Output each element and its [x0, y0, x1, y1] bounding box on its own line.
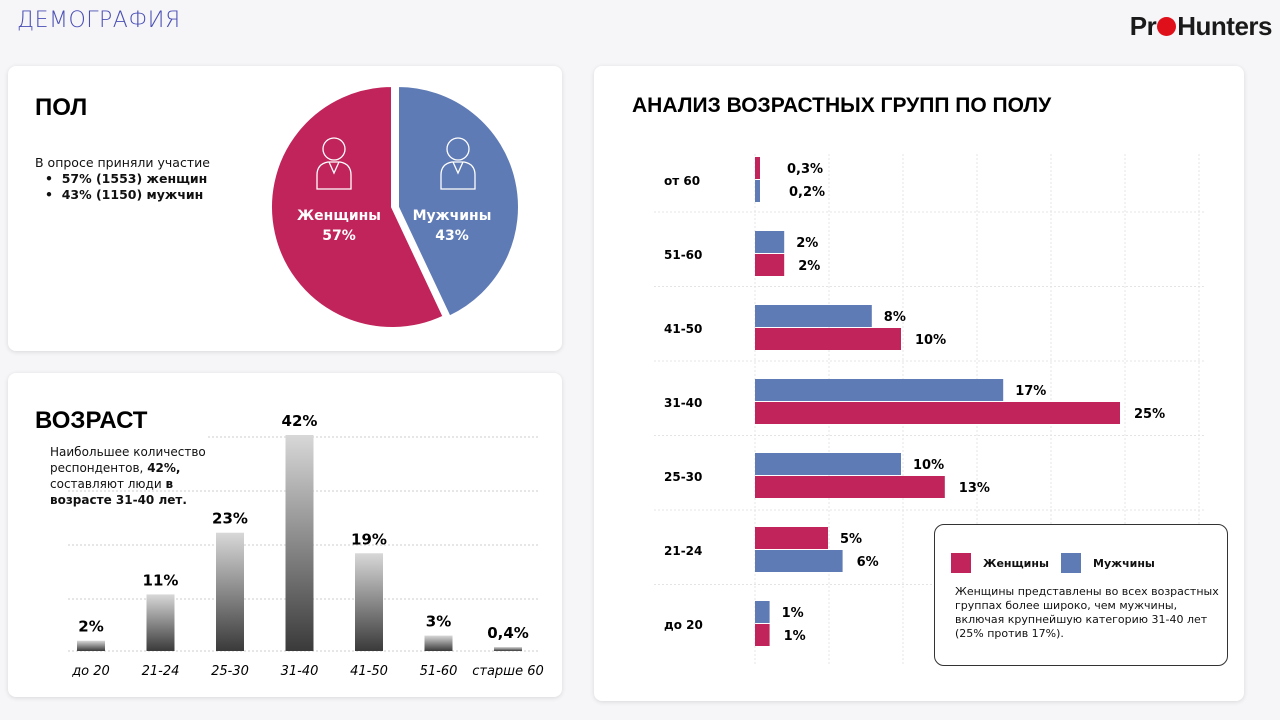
age-bar [146, 594, 175, 651]
age-gender-title: АНАЛИЗ ВОЗРАСТНЫХ ГРУПП ПО ПОЛУ [632, 94, 1052, 117]
age-note: Наибольшее количество респондентов, 42%,… [50, 445, 206, 507]
logo: Pr Hunters [1129, 11, 1273, 41]
bar-label-women: 0,3% [787, 162, 823, 177]
age-bar [355, 553, 383, 651]
bar-label-women: 13% [959, 481, 990, 496]
age-bar-label: 23% [212, 510, 248, 528]
age-bar-chart: 2% до 20 11% 21-24 23% 25-30 42% 31-40 19% 41-50 3… [68, 412, 544, 679]
bar-women [755, 328, 901, 350]
bar-women [755, 402, 1120, 424]
legend-men: Мужчины [1093, 557, 1155, 570]
pie-slice-men [397, 84, 520, 318]
bar-women [755, 157, 760, 179]
age-bar-label: 3% [426, 613, 451, 631]
bar-men [755, 379, 1004, 401]
gender-bullet: • 57% (1553) женщин [45, 171, 208, 186]
bar-women [755, 476, 945, 498]
age-group-label: 51-60 [664, 248, 702, 262]
bar-label-men: 17% [1015, 384, 1046, 399]
age-category-label: старше 60 [472, 664, 544, 679]
pie-label-men: Мужчины [413, 208, 492, 224]
age-category-label: 25-30 [211, 664, 249, 679]
gender-bullet: • 43% (1150) мужчин [45, 187, 204, 202]
bar-label-men: 6% [857, 555, 879, 570]
bar-women [755, 527, 828, 549]
age-bar [285, 435, 314, 651]
gender-intro: В опросе приняли участие [35, 155, 210, 170]
page-title: ДЕМОГРАФИЯ [17, 8, 181, 33]
age-group-label: 25-30 [664, 470, 702, 484]
bar-label-women: 10% [915, 333, 946, 348]
bar-label-women: 2% [798, 259, 820, 274]
bar-label-women: 25% [1134, 407, 1165, 422]
age-bar [494, 647, 522, 651]
age-bar-label: 11% [143, 571, 179, 589]
bar-men [755, 231, 785, 253]
age-bar [216, 532, 244, 651]
bar-women [755, 254, 785, 276]
age-group-label: 31-40 [664, 396, 702, 410]
bar-women [755, 624, 770, 646]
age-title: ВОЗРАСТ [35, 407, 148, 434]
age-group-label: до 20 [664, 618, 703, 632]
age-card: ВОЗРАСТ Наибольшее количество респондент… [8, 373, 562, 697]
bar-label-women: 5% [840, 532, 862, 547]
age-bar [77, 640, 105, 651]
age-bar-label: 2% [78, 618, 103, 636]
bar-men [755, 453, 901, 475]
age-gender-bar-chart: от 60 0,3% 0,2% 51-60 2% 2% 41-50 8% 10% 31-40 17%… [654, 154, 1204, 666]
age-category-label: 21-24 [142, 664, 180, 679]
pie-value-women: 57% [322, 228, 356, 244]
gender-card: ПОЛ В опросе приняли участие • 57% (1553… [8, 66, 562, 351]
legend-note: Женщины представлены во всех возрастных … [955, 585, 1219, 640]
bar-men [755, 601, 770, 623]
pie-value-men: 43% [435, 228, 469, 244]
age-category-label: 31-40 [281, 664, 319, 679]
bar-label-women: 1% [784, 629, 806, 644]
pie-slice-women [270, 84, 445, 329]
age-gender-card: АНАЛИЗ ВОЗРАСТНЫХ ГРУПП ПО ПОЛУ от 60 0,3… [594, 66, 1244, 701]
legend-box: Женщины Мужчины Женщины представлены во … [934, 524, 1228, 666]
age-category-label: до 20 [71, 664, 110, 679]
bar-label-men: 10% [913, 458, 944, 473]
age-bar [424, 635, 453, 651]
bar-label-men: 2% [796, 236, 818, 251]
age-group-label: 21-24 [664, 544, 702, 558]
bar-label-men: 0,2% [789, 185, 825, 200]
bar-men [755, 305, 872, 327]
gender-pie-chart: Женщины 57% Мужчины 43% [270, 84, 520, 329]
age-bar-label: 19% [351, 530, 387, 548]
bar-label-men: 1% [782, 606, 804, 621]
age-category-label: 41-50 [350, 664, 388, 679]
age-group-label: от 60 [664, 174, 700, 188]
man-icon [440, 137, 476, 190]
pie-label-women: Женщины [297, 208, 381, 224]
bar-men [755, 180, 760, 202]
legend-swatch-men [1061, 553, 1081, 573]
legend-women: Женщины [983, 557, 1049, 570]
age-bar-label: 0,4% [487, 624, 529, 642]
woman-icon [316, 137, 352, 190]
legend-swatch-women [951, 553, 971, 573]
bar-label-men: 8% [884, 310, 906, 325]
gender-title: ПОЛ [35, 94, 88, 121]
bar-men [755, 550, 843, 572]
age-category-label: 51-60 [420, 664, 458, 679]
age-group-label: 41-50 [664, 322, 702, 336]
age-bar-label: 42% [282, 412, 318, 430]
